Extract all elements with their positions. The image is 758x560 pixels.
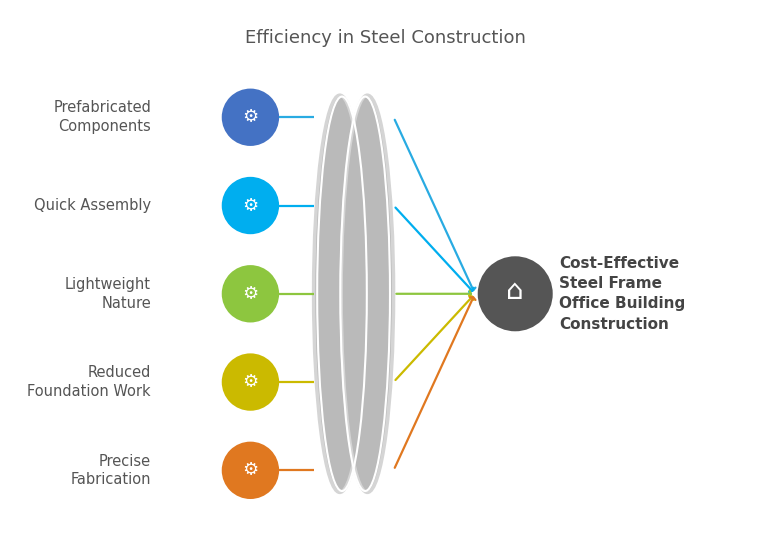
Text: Cost-Effective
Steel Frame
Office Building
Construction: Cost-Effective Steel Frame Office Buildi… [559, 256, 685, 332]
Circle shape [222, 353, 279, 410]
Circle shape [222, 88, 279, 146]
Text: ⚙: ⚙ [243, 461, 258, 479]
Text: Prefabricated
Components: Prefabricated Components [53, 100, 151, 134]
Text: Lightweight
Nature: Lightweight Nature [65, 277, 151, 311]
Circle shape [222, 177, 279, 234]
Text: ⚙: ⚙ [243, 197, 258, 214]
Circle shape [478, 256, 553, 332]
Circle shape [222, 265, 279, 323]
Text: ⌂: ⌂ [506, 277, 524, 305]
Ellipse shape [341, 95, 393, 492]
Text: ⚙: ⚙ [243, 373, 258, 391]
Text: ⚙: ⚙ [243, 108, 258, 126]
Ellipse shape [314, 95, 366, 492]
Text: Reduced
Foundation Work: Reduced Foundation Work [27, 365, 151, 399]
Text: Quick Assembly: Quick Assembly [34, 198, 151, 213]
Circle shape [222, 442, 279, 499]
Text: Efficiency in Steel Construction: Efficiency in Steel Construction [245, 29, 526, 47]
Text: ⚙: ⚙ [243, 285, 258, 303]
Text: Precise
Fabrication: Precise Fabrication [70, 454, 151, 487]
